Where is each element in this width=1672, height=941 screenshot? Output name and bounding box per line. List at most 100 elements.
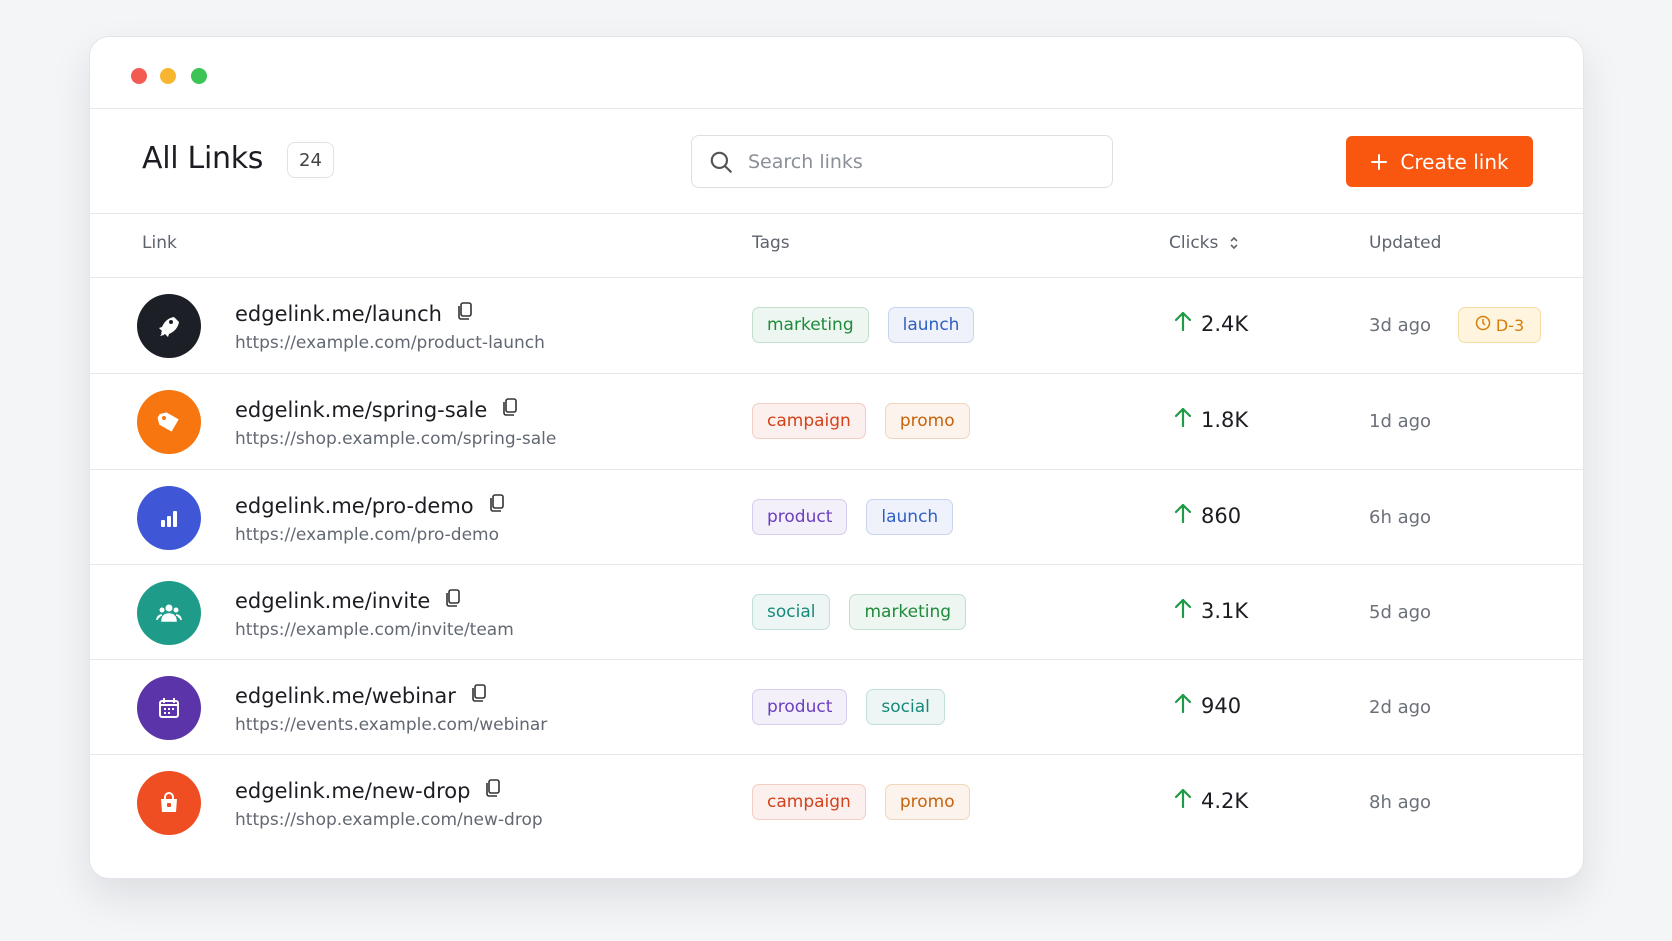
search-icon: [710, 151, 732, 173]
close-dot[interactable]: [131, 68, 147, 84]
tag[interactable]: promo: [884, 784, 970, 820]
table-row[interactable]: edgelink.me/invite https://example.com/in…: [90, 564, 1583, 659]
sort-icon: [1230, 236, 1238, 250]
tags: product launch: [752, 499, 954, 535]
tags: social marketing: [752, 594, 967, 630]
clicks: 2.4K: [1173, 310, 1248, 337]
table-row[interactable]: edgelink.me/webinar https://events.exampl…: [90, 659, 1583, 754]
divider: [90, 373, 1583, 374]
trend-icon: [1173, 310, 1193, 337]
click-count: 860: [1201, 503, 1242, 528]
divider: [90, 659, 1583, 660]
updated: 5d ago: [1369, 602, 1432, 623]
updated: 8h ago: [1369, 792, 1432, 813]
link-avatar: [137, 771, 201, 835]
short-link[interactable]: edgelink.me/new-drop: [235, 778, 471, 803]
copy-button[interactable]: [470, 683, 488, 708]
table-row[interactable]: edgelink.me/spring-sale https://shop.exam…: [90, 373, 1583, 468]
link-name-wrap: edgelink.me/pro-demo: [235, 493, 506, 518]
link-avatar: [137, 294, 201, 358]
clicks: 940: [1173, 692, 1241, 719]
destination-url: https://example.com/invite/team: [235, 620, 514, 640]
clicks: 1.8K: [1173, 406, 1248, 433]
trend-icon: [1173, 692, 1193, 719]
divider: [90, 564, 1583, 565]
link-avatar: [137, 676, 201, 740]
divider: [90, 108, 1583, 109]
table-row[interactable]: edgelink.me/pro-demo https://example.com/…: [90, 469, 1583, 564]
tags: campaign promo: [752, 403, 970, 439]
create-button-label: Create link: [1400, 149, 1509, 174]
tag[interactable]: product: [752, 689, 848, 725]
link-name-wrap: edgelink.me/webinar: [235, 683, 488, 708]
tag[interactable]: campaign: [752, 784, 866, 820]
copy-button[interactable]: [444, 588, 462, 613]
click-count: 4.2K: [1201, 788, 1249, 813]
count-badge: 24: [287, 142, 334, 178]
updated: 6h ago: [1369, 507, 1432, 528]
updated: 1d ago: [1369, 411, 1432, 432]
click-count: 2.4K: [1201, 311, 1249, 336]
maximize-dot[interactable]: [191, 68, 207, 84]
copy-button[interactable]: [456, 301, 474, 326]
link-avatar: [137, 486, 201, 550]
destination-url: https://events.example.com/webinar: [235, 715, 548, 735]
short-link[interactable]: edgelink.me/webinar: [235, 683, 456, 708]
copy-button[interactable]: [488, 493, 506, 518]
divider: [90, 469, 1583, 470]
column-header: Tags: [752, 233, 790, 253]
divider: [90, 754, 1583, 755]
divider: [90, 277, 1583, 278]
expiry-badge: D-3: [1458, 307, 1541, 343]
column-header: Updated: [1369, 233, 1442, 253]
updated: 3d ago: [1369, 315, 1432, 336]
link-avatar: [137, 581, 201, 645]
table-row[interactable]: edgelink.me/launch https://example.com/pr…: [90, 277, 1583, 372]
link-avatar: [137, 390, 201, 454]
column-header: Clicks: [1169, 233, 1219, 253]
trend-icon: [1173, 787, 1193, 814]
clicks-sort[interactable]: Clicks: [1169, 233, 1240, 253]
tag[interactable]: social: [752, 594, 831, 630]
clicks: 3.1K: [1173, 597, 1248, 624]
copy-button[interactable]: [484, 778, 502, 803]
trend-icon: [1173, 406, 1193, 433]
search-placeholder: Search links: [748, 150, 863, 173]
tag[interactable]: promo: [884, 403, 970, 439]
tag[interactable]: social: [866, 689, 945, 725]
short-link[interactable]: edgelink.me/invite: [235, 588, 431, 613]
minimize-dot[interactable]: [160, 68, 176, 84]
table-row[interactable]: edgelink.me/new-drop https://shop.example…: [90, 754, 1583, 849]
link-name-wrap: edgelink.me/new-drop: [235, 778, 502, 803]
link-name-wrap: edgelink.me/invite: [235, 588, 462, 613]
app-window: All Links 24 Search links Create link Li…: [89, 36, 1584, 879]
destination-url: https://example.com/product-launch: [235, 333, 545, 353]
tag[interactable]: product: [752, 499, 848, 535]
search-box[interactable]: Search links: [691, 135, 1113, 188]
tag[interactable]: marketing: [752, 307, 869, 343]
tag[interactable]: launch: [866, 499, 954, 535]
column-header: Link: [142, 233, 177, 253]
tags: product social: [752, 689, 945, 725]
clicks: 860: [1173, 502, 1241, 529]
short-link[interactable]: edgelink.me/pro-demo: [235, 493, 474, 518]
trend-icon: [1173, 597, 1193, 624]
tags: campaign promo: [752, 784, 970, 820]
short-link[interactable]: edgelink.me/spring-sale: [235, 397, 488, 422]
copy-button[interactable]: [501, 397, 519, 422]
page-title: All Links: [142, 141, 264, 176]
tag[interactable]: campaign: [752, 403, 866, 439]
clicks: 4.2K: [1173, 787, 1248, 814]
link-name-wrap: edgelink.me/launch: [235, 301, 474, 326]
tag[interactable]: marketing: [849, 594, 967, 630]
destination-url: https://shop.example.com/spring-sale: [235, 429, 557, 449]
destination-url: https://example.com/pro-demo: [235, 525, 500, 545]
short-link[interactable]: edgelink.me/launch: [235, 301, 442, 326]
create-button[interactable]: Create link: [1346, 136, 1533, 187]
destination-url: https://shop.example.com/new-drop: [235, 810, 543, 830]
click-count: 3.1K: [1201, 598, 1249, 623]
click-count: 1.8K: [1201, 407, 1249, 432]
link-name-wrap: edgelink.me/spring-sale: [235, 397, 519, 422]
tag[interactable]: launch: [887, 307, 975, 343]
